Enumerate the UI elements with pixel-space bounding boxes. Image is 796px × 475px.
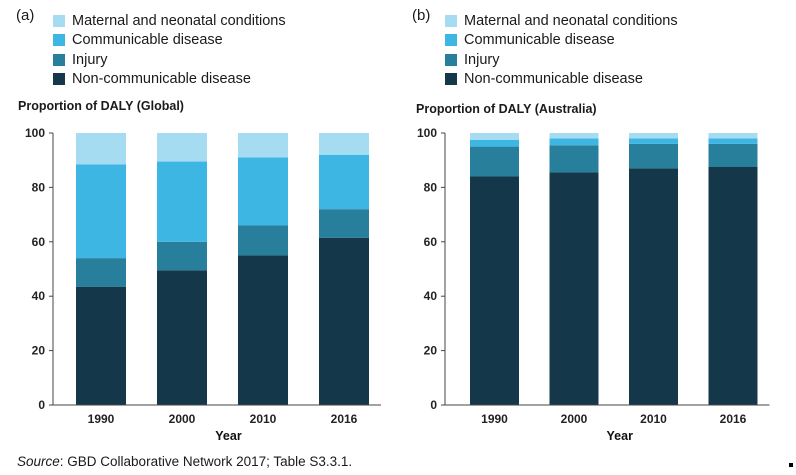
y-axis-title: Proportion of DALY (Global) xyxy=(18,99,184,113)
legend-swatch-noncommunicable xyxy=(53,73,65,86)
bar-segment-injury-1990 xyxy=(76,258,126,287)
legend-swatch-maternal xyxy=(53,14,65,27)
x-tick-label: 1990 xyxy=(88,412,115,426)
y-tick-label: 60 xyxy=(32,235,46,249)
bar-segment-injury-2000 xyxy=(157,241,207,271)
bar-segment-injury-2010 xyxy=(238,225,288,256)
bar-segment-communicable-1990 xyxy=(470,139,519,147)
bar-segment-injury-2000 xyxy=(549,145,599,173)
source-prefix: Source xyxy=(17,454,60,469)
panel-divider xyxy=(396,0,400,450)
bar-segment-noncommunicable-2000 xyxy=(157,270,207,405)
legend-item-maternal: Maternal and neonatal conditions xyxy=(445,11,678,31)
bar-segment-communicable-2010 xyxy=(629,138,678,144)
legend-item-noncommunicable: Non-communicable disease xyxy=(445,70,678,90)
bar-segment-noncommunicable-2000 xyxy=(549,172,599,405)
corner-dot xyxy=(789,463,793,467)
legend-label: Non-communicable disease xyxy=(464,71,643,88)
legend-item-noncommunicable: Non-communicable disease xyxy=(53,70,286,90)
legend-label: Communicable disease xyxy=(464,32,615,49)
bar-segment-maternal-2016 xyxy=(319,133,369,155)
y-axis-title: Proportion of DALY (Australia) xyxy=(416,102,597,116)
legend-label: Non-communicable disease xyxy=(72,71,251,88)
bar-segment-noncommunicable-2016 xyxy=(319,237,369,405)
source-note: Source: GBD Collaborative Network 2017; … xyxy=(17,454,352,469)
legend: Maternal and neonatal conditions Communi… xyxy=(445,11,678,89)
y-tick-label: 60 xyxy=(424,235,438,249)
legend-label: Injury xyxy=(464,51,500,68)
y-tick-label: 20 xyxy=(424,344,438,358)
y-tick-label: 40 xyxy=(424,289,438,303)
legend-swatch-injury xyxy=(53,53,65,66)
bar-segment-communicable-2016 xyxy=(319,154,369,210)
legend-label: Maternal and neonatal conditions xyxy=(464,12,678,29)
y-tick-label: 80 xyxy=(32,180,46,194)
y-tick-label: 100 xyxy=(417,126,437,140)
source-text: : GBD Collaborative Network 2017; Table … xyxy=(59,454,353,469)
legend-item-communicable: Communicable disease xyxy=(445,31,678,51)
x-axis-title: Year xyxy=(607,429,634,443)
legend-label: Communicable disease xyxy=(72,32,223,49)
legend-item-communicable: Communicable disease xyxy=(53,31,286,51)
x-tick-label: 1990 xyxy=(481,412,508,426)
bar-segment-injury-2016 xyxy=(708,143,758,167)
legend-swatch-maternal xyxy=(445,14,457,27)
legend-swatch-noncommunicable xyxy=(445,73,457,86)
stacked-bar-chart-global: 0 20 40 60 80 100 1990 2000 2010 2016 Year xyxy=(25,126,381,443)
bar-segment-injury-2016 xyxy=(319,209,369,238)
panel-letter: (a) xyxy=(16,7,35,24)
chart-panel-a: (a) Maternal and neonatal conditions Com… xyxy=(0,0,396,450)
bar-segment-communicable-2000 xyxy=(549,138,599,146)
y-tick-label: 40 xyxy=(32,289,46,303)
y-tick-label: 0 xyxy=(38,398,45,412)
legend-swatch-communicable xyxy=(445,34,457,47)
bar-segment-communicable-2000 xyxy=(157,161,207,242)
y-tick-label: 80 xyxy=(424,180,438,194)
bar-segment-noncommunicable-2016 xyxy=(708,167,758,405)
x-tick-label: 2010 xyxy=(640,412,667,426)
legend-item-maternal: Maternal and neonatal conditions xyxy=(53,11,286,31)
bar-segment-noncommunicable-2010 xyxy=(238,255,288,405)
y-tick-label: 100 xyxy=(25,126,45,140)
bar-segment-maternal-1990 xyxy=(470,133,519,140)
bar-segment-maternal-2016 xyxy=(708,133,758,139)
bar-segment-noncommunicable-1990 xyxy=(76,286,126,405)
x-tick-label: 2000 xyxy=(561,412,588,426)
legend-item-injury: Injury xyxy=(445,50,678,70)
y-tick-label: 0 xyxy=(430,398,437,412)
bar-segment-noncommunicable-1990 xyxy=(470,176,519,405)
legend-swatch-communicable xyxy=(53,34,65,47)
legend-label: Maternal and neonatal conditions xyxy=(72,12,286,29)
x-tick-label: 2000 xyxy=(169,412,196,426)
chart-panel-b: (b) Maternal and neonatal conditions Com… xyxy=(400,0,796,450)
x-tick-label: 2016 xyxy=(331,412,358,426)
y-tick-label: 20 xyxy=(32,344,46,358)
bar-segment-maternal-1990 xyxy=(76,133,126,165)
legend: Maternal and neonatal conditions Communi… xyxy=(53,11,286,89)
legend-swatch-injury xyxy=(445,53,457,66)
bar-segment-injury-1990 xyxy=(470,146,519,177)
bar-segment-noncommunicable-2010 xyxy=(629,168,678,405)
bar-segment-injury-2010 xyxy=(629,143,678,169)
bar-segment-maternal-2010 xyxy=(238,133,288,158)
x-axis-title: Year xyxy=(215,429,242,443)
legend-label: Injury xyxy=(72,51,108,68)
bar-segment-communicable-1990 xyxy=(76,164,126,259)
bar-segment-maternal-2000 xyxy=(157,133,207,162)
legend-item-injury: Injury xyxy=(53,50,286,70)
bar-segment-maternal-2010 xyxy=(629,133,678,139)
x-tick-label: 2016 xyxy=(720,412,747,426)
panel-letter: (b) xyxy=(412,7,431,24)
bar-segment-maternal-2000 xyxy=(549,133,599,139)
bar-segment-communicable-2010 xyxy=(238,157,288,226)
bar-segment-communicable-2016 xyxy=(708,138,758,144)
stacked-bar-chart-australia: 0 20 40 60 80 100 1990 2000 2010 2016 Year xyxy=(417,126,770,443)
x-tick-label: 2010 xyxy=(250,412,277,426)
